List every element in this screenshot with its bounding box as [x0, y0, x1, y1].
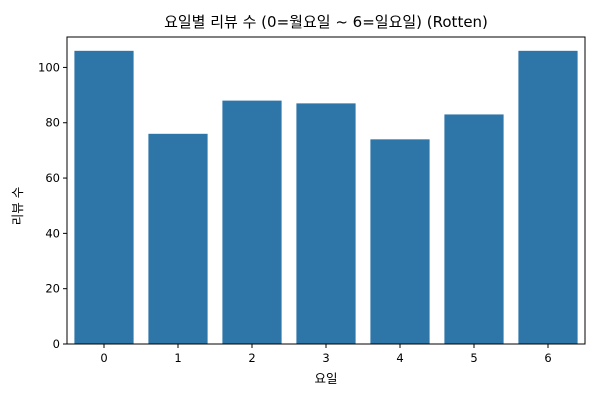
bar-4 — [370, 139, 430, 344]
y-tick-label: 100 — [38, 60, 60, 74]
bar-6 — [518, 50, 578, 344]
x-tick-label: 5 — [470, 351, 477, 365]
y-tick-label: 0 — [53, 337, 60, 351]
bar-2 — [222, 100, 282, 344]
x-tick-label: 0 — [100, 351, 107, 365]
y-tick-label: 80 — [45, 116, 60, 130]
x-tick-label: 3 — [322, 351, 329, 365]
x-axis: 0 1 2 3 4 5 6 — [100, 344, 552, 365]
chart-title: 요일별 리뷰 수 (0=월요일 ~ 6=일요일) (Rotten) — [164, 13, 488, 31]
plot-frame — [66, 36, 586, 345]
y-tick-label: 60 — [45, 171, 60, 185]
bar-5 — [444, 114, 504, 345]
x-tick-label: 6 — [544, 351, 551, 365]
y-axis-label: 리뷰 수 — [10, 187, 25, 225]
bar-1 — [148, 133, 208, 344]
x-tick-label: 2 — [248, 351, 255, 365]
x-tick-label: 4 — [396, 351, 403, 365]
y-tick-label: 20 — [45, 282, 60, 296]
x-axis-label: 요일 — [314, 371, 337, 386]
x-tick-label: 1 — [174, 351, 181, 365]
y-axis: 0 20 40 60 80 100 — [38, 60, 67, 351]
y-tick-label: 40 — [45, 226, 60, 240]
bar-3 — [296, 103, 356, 344]
bars-group — [74, 50, 578, 345]
bar-0 — [74, 50, 134, 344]
